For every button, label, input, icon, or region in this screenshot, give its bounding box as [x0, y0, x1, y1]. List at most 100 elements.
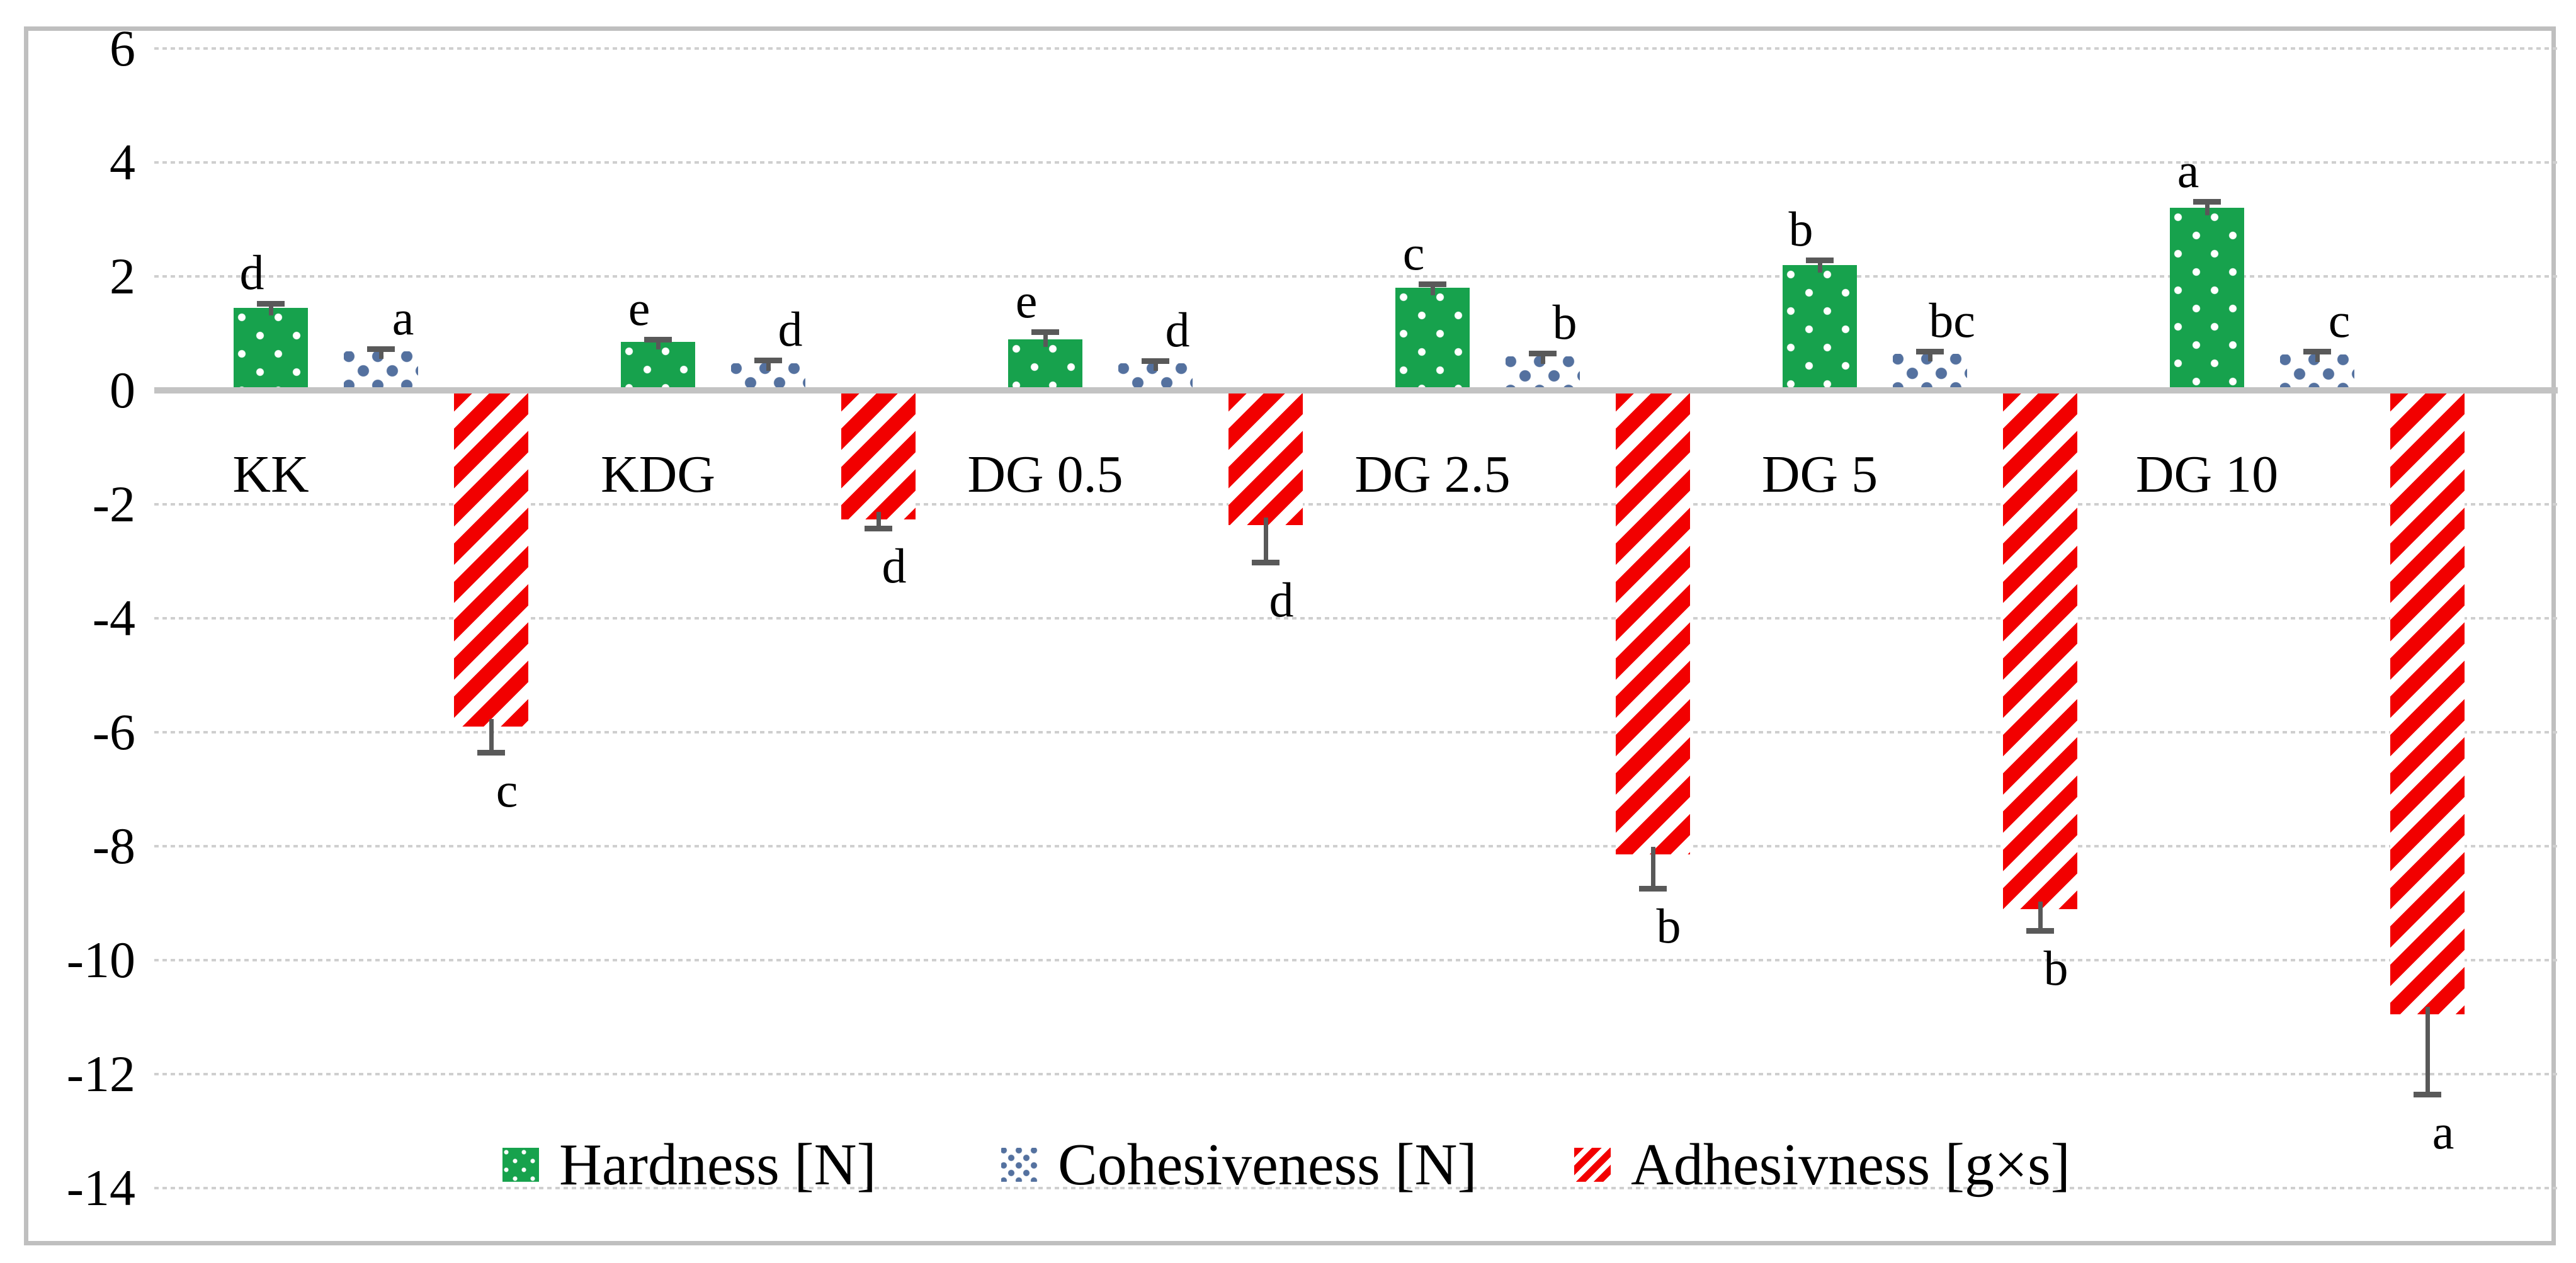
error-bar-cap-DG 2.5: [1639, 885, 1667, 892]
sig-letter-KDG-d: d: [882, 538, 907, 593]
x-label-DG 0.5: DG 0.5: [967, 445, 1123, 504]
error-bar-KK: [268, 302, 273, 315]
error-bar-DG 2.5: [1650, 846, 1655, 887]
error-bar-cap-KDG: [754, 358, 782, 364]
x-label-KK: KK: [232, 445, 309, 504]
x-axis-line: [154, 387, 2558, 394]
chart-border: [24, 26, 2556, 1245]
gridline-2: [154, 275, 2558, 278]
legend-label-hardness: Hardness [N]: [559, 1132, 877, 1198]
y-tick-4: 4: [110, 133, 135, 191]
gridline--6: [154, 731, 2558, 733]
bar-adhesivness-DG 5: [2003, 390, 2077, 909]
y-tick--8: -8: [92, 817, 135, 875]
sig-letter-DG 10-c: c: [2328, 293, 2351, 348]
error-bar-cap-DG 5: [2026, 927, 2054, 934]
error-bar-cap-DG 5: [1916, 348, 1944, 354]
bar-hardness-KK: [234, 307, 308, 390]
error-bar-KDG: [766, 359, 771, 371]
sig-letter-KDG-d: d: [778, 302, 803, 357]
legend-item-hardness: Hardness [N]: [502, 1135, 877, 1194]
gridline-6: [154, 47, 2558, 50]
legend-item-cohesiveness: Cohesiveness [N]: [1001, 1135, 1477, 1194]
x-label-DG 10: DG 10: [2135, 445, 2279, 504]
bar-adhesivness-DG 2.5: [1616, 390, 1690, 854]
error-bar-cap-DG 10: [2303, 349, 2331, 355]
y-tick-0: 0: [110, 361, 135, 419]
legend-label-adhesivness: Adhesivness [g×s]: [1631, 1132, 2070, 1198]
error-bar-KK: [489, 718, 494, 751]
error-bar-DG 5: [1927, 349, 1932, 362]
gridline-4: [154, 161, 2558, 164]
bar-adhesivness-DG 0.5: [1228, 390, 1303, 525]
gridline--8: [154, 845, 2558, 847]
error-bar-KK: [378, 347, 383, 360]
hardness-swatch-icon: [502, 1148, 539, 1182]
sig-letter-DG 5-b: b: [1788, 201, 1813, 256]
error-bar-cap-DG 0.5: [1142, 358, 1169, 364]
sig-letter-DG 0.5-d: d: [1165, 302, 1190, 357]
error-bar-DG 2.5: [1430, 282, 1435, 296]
error-bar-DG 10: [2425, 1006, 2430, 1093]
gridline--14: [154, 1187, 2558, 1189]
error-bar-cap-DG 2.5: [1419, 281, 1446, 287]
bar-hardness-DG 0.5: [1008, 339, 1082, 390]
x-label-DG 2.5: DG 2.5: [1354, 445, 1511, 504]
error-bar-DG 5: [2038, 901, 2043, 929]
bar-adhesivness-DG 10: [2390, 390, 2465, 1014]
cohesiveness-swatch-icon: [1001, 1148, 1038, 1182]
legend: Hardness [N] Cohesiveness [N] Adhesivnes…: [0, 1135, 2576, 1194]
sig-letter-KK-a: a: [392, 290, 414, 345]
x-label-DG 5: DG 5: [1761, 445, 1878, 504]
error-bar-cap-DG 10: [2414, 1091, 2441, 1097]
sig-letter-DG 10-a: a: [2432, 1104, 2454, 1159]
y-tick--14: -14: [66, 1159, 135, 1216]
y-tick-2: 2: [110, 247, 135, 305]
error-bar-cap-KDG: [865, 526, 892, 531]
error-bar-DG 2.5: [1540, 352, 1545, 364]
sig-letter-KDG-e: e: [628, 280, 650, 336]
bar-adhesivness-KDG: [841, 390, 916, 520]
error-bar-cap-DG 10: [2193, 198, 2221, 205]
adhesivness-swatch-icon: [1574, 1148, 1611, 1182]
bar-hardness-DG 10: [2170, 208, 2244, 390]
sig-letter-KK-c: c: [496, 762, 518, 817]
error-bar-KDG: [655, 337, 661, 350]
x-label-KDG: KDG: [601, 445, 715, 504]
y-tick-6: 6: [110, 20, 135, 77]
error-bar-cap-DG 2.5: [1529, 351, 1557, 357]
error-bar-DG 0.5: [1153, 359, 1158, 371]
gridline--12: [154, 1073, 2558, 1075]
error-bar-DG 0.5: [1263, 517, 1268, 562]
y-tick--6: -6: [92, 703, 135, 761]
bar-hardness-DG 2.5: [1395, 288, 1470, 390]
gridline--4: [154, 617, 2558, 620]
error-bar-cap-KK: [477, 749, 505, 756]
error-bar-cap-KK: [367, 346, 395, 352]
sig-letter-DG 10-a: a: [2177, 142, 2199, 198]
sig-letter-DG 2.5-b: b: [1656, 898, 1681, 953]
gridline--2: [154, 503, 2558, 506]
sig-letter-DG 2.5-c: c: [1402, 225, 1425, 280]
bar-hardness-KDG: [621, 342, 695, 390]
sig-letter-DG 0.5-e: e: [1015, 273, 1038, 328]
error-bar-DG 5: [1817, 258, 1822, 273]
sig-letter-DG 5-bc: bc: [1929, 292, 1975, 348]
y-tick--12: -12: [66, 1045, 135, 1102]
legend-label-cohesiveness: Cohesiveness [N]: [1058, 1132, 1477, 1198]
bar-cohesiveness-KK: [344, 351, 418, 390]
error-bar-cap-DG 5: [1806, 257, 1834, 263]
sig-letter-DG 0.5-d: d: [1269, 572, 1294, 628]
error-bar-DG 0.5: [1043, 330, 1048, 347]
legend-item-adhesivness: Adhesivness [g×s]: [1574, 1135, 2070, 1194]
y-tick--4: -4: [92, 589, 135, 647]
sig-letter-DG 2.5-b: b: [1552, 295, 1577, 350]
y-tick--2: -2: [92, 475, 135, 533]
error-bar-KDG: [876, 512, 881, 527]
gridline--10: [154, 959, 2558, 961]
error-bar-cap-DG 0.5: [1252, 560, 1279, 566]
bar-adhesivness-KK: [454, 390, 528, 727]
sig-letter-KK-d: d: [239, 245, 264, 300]
bar-hardness-DG 5: [1783, 264, 1857, 390]
